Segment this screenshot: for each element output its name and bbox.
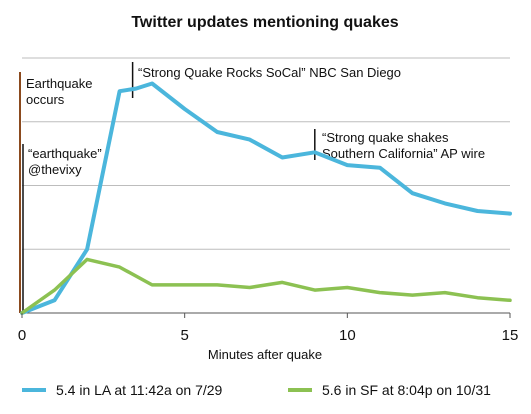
x-tick-label-5: 5 [180,327,188,344]
grid [22,57,510,250]
legend: 5.4 in LA at 11:42a on 7/29 5.6 in SF at … [22,382,491,398]
annotation-text-earthquake-thevixy-0: “earthquake” [28,146,102,161]
x-tick-label-0: 0 [18,327,26,344]
annotation-text-ap-1: Southern California” AP wire [322,146,485,161]
annotation-text-nbc-0: “Strong Quake Rocks SoCal” NBC San Diego [138,65,401,80]
annotation-text-earthquake-occurs-1: occurs [26,92,65,107]
series-group [20,81,512,315]
series-line-1 [20,257,512,315]
annotation-text-earthquake-occurs-0: Earthquake [26,76,93,91]
x-axis-label: Minutes after quake [208,347,322,362]
annotation-text-ap-0: “Strong quake shakes [322,130,449,145]
x-tick-label-10: 10 [339,327,356,344]
x-tick-label-15: 15 [502,327,519,344]
x-ticks: 0 5 10 15 [18,313,519,344]
series-line-0 [20,81,512,315]
legend-label-0: 5.4 in LA at 11:42a on 7/29 [56,382,223,398]
chart-title: Twitter updates mentioning quakes [131,14,398,31]
legend-label-1: 5.6 in SF at 8:04p on 10/31 [322,382,491,398]
annotation-text-earthquake-thevixy-1: @thevixy [28,162,82,177]
